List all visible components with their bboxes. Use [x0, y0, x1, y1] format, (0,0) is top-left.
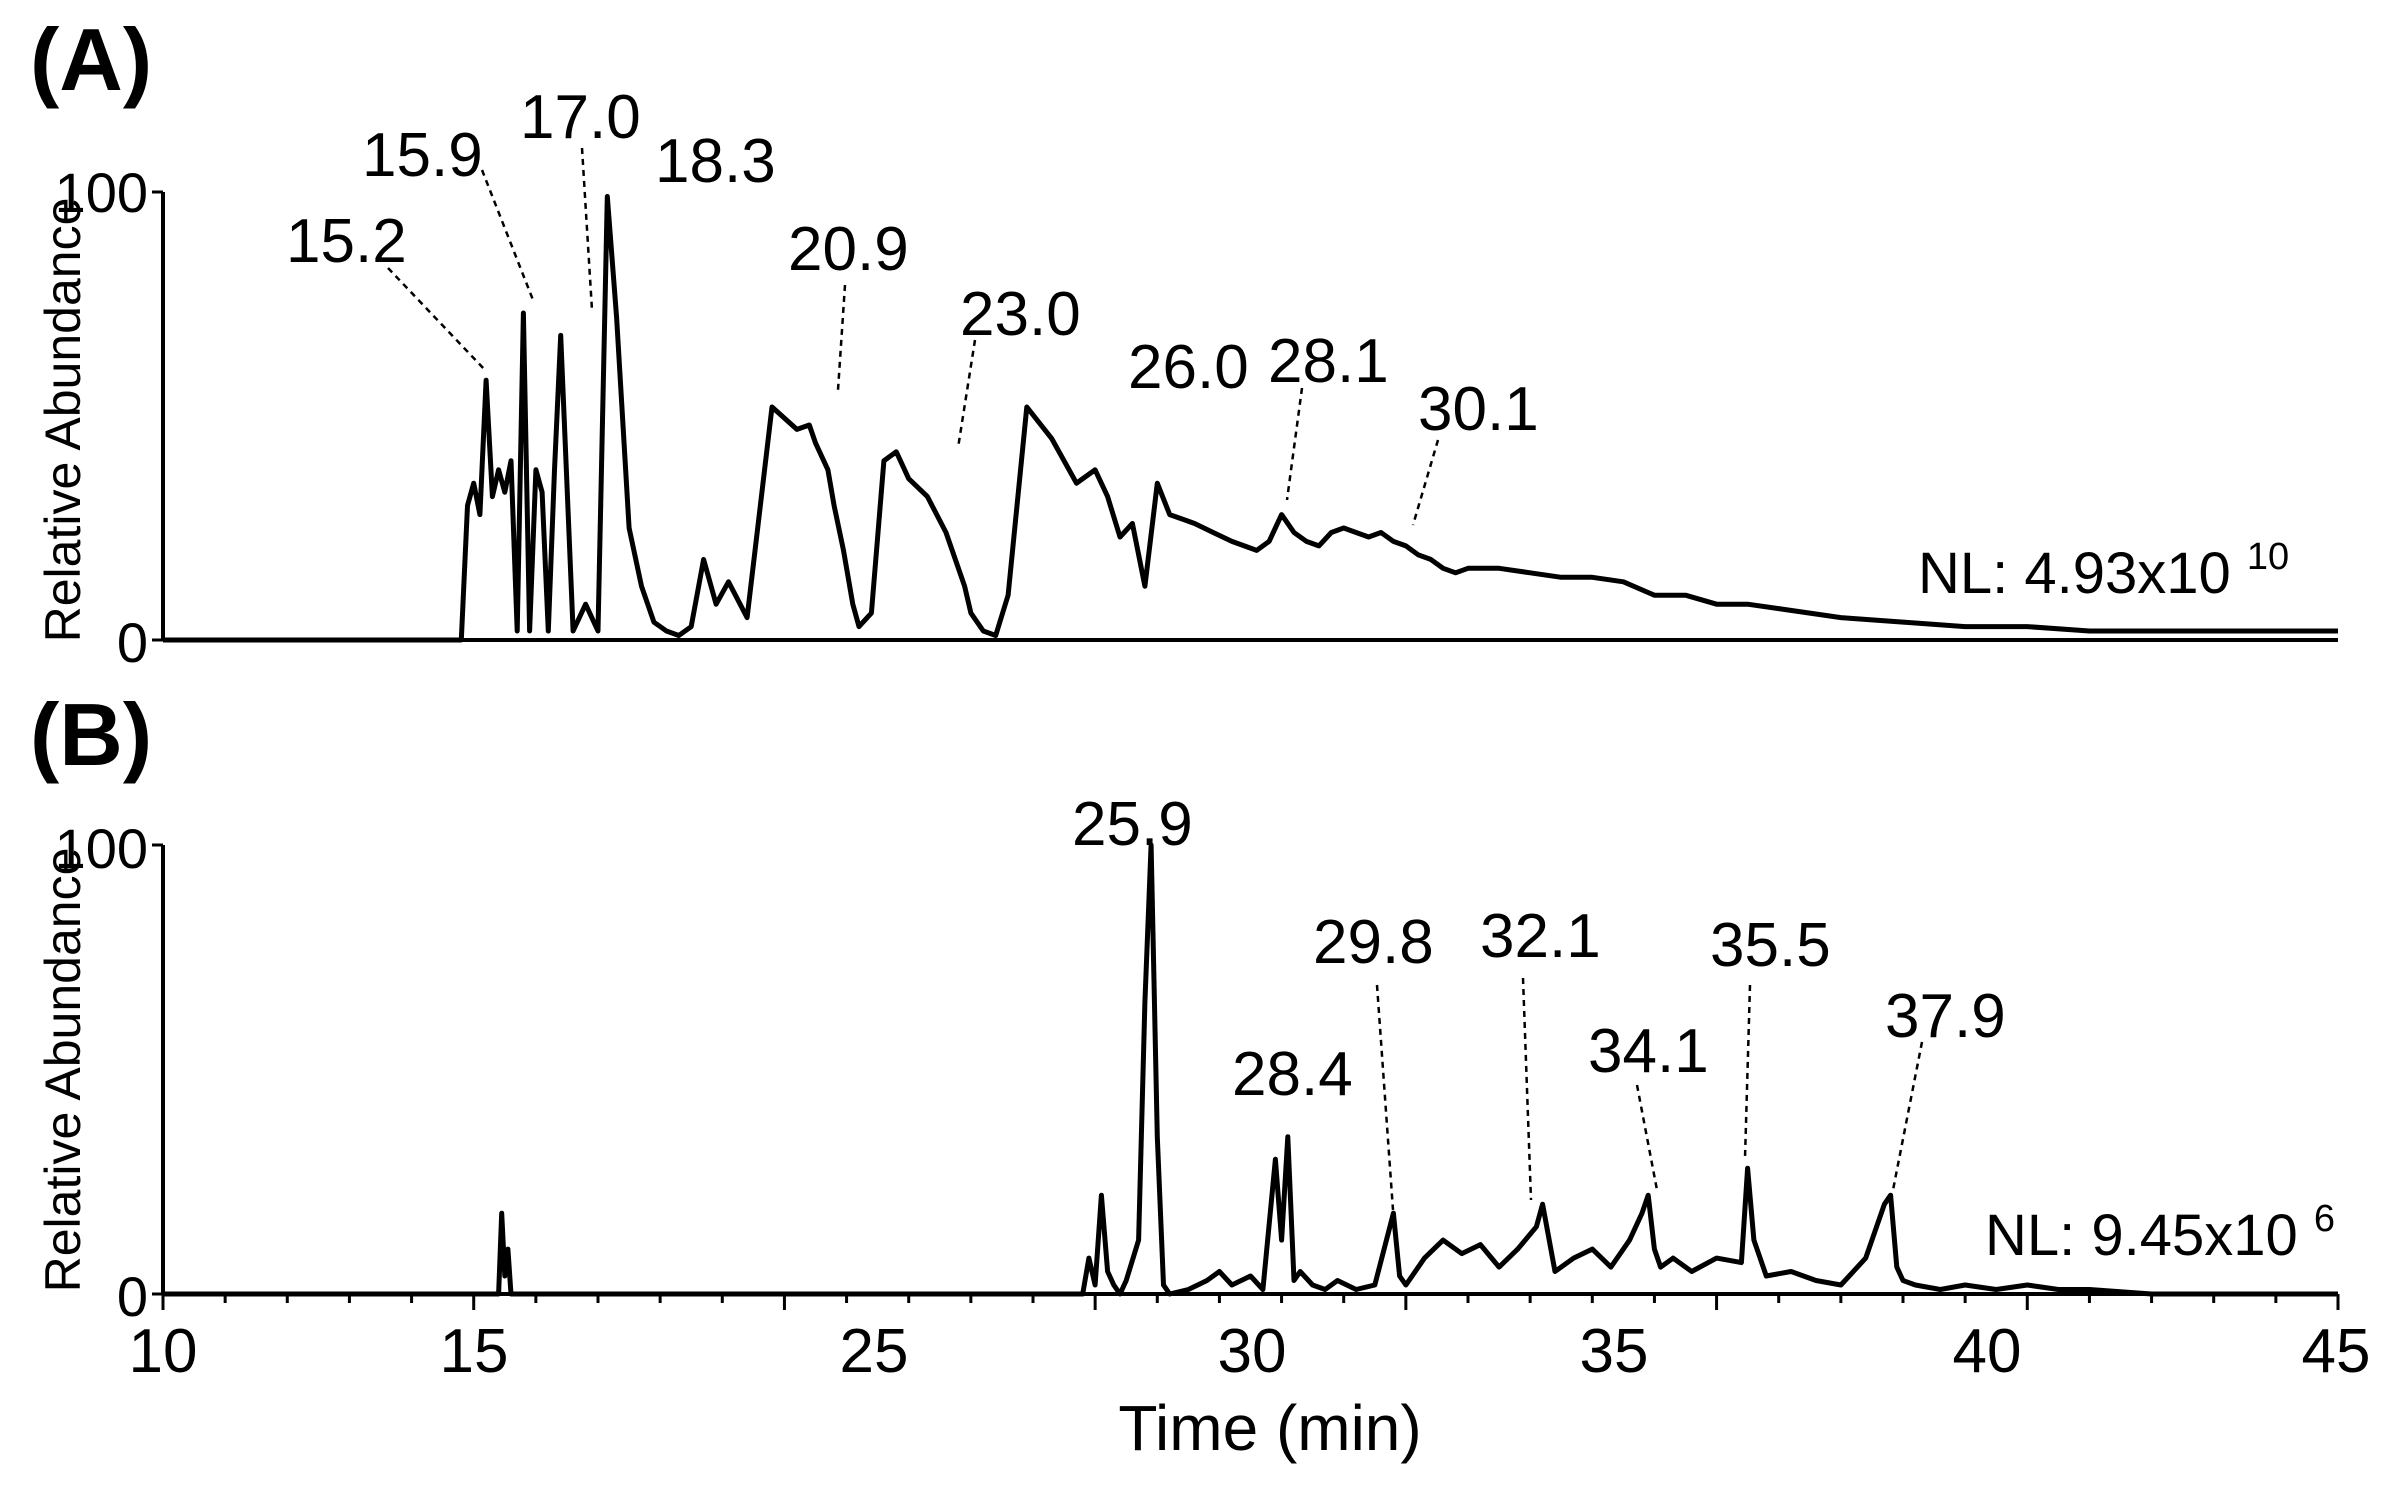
trace-a — [163, 194, 2338, 643]
peak-leader-a-2 — [580, 147, 594, 311]
xtick-30: 30 — [1218, 1317, 1287, 1386]
peak-label-b-0: 25.9 — [1072, 790, 1193, 859]
panel-label-b: (B) — [30, 685, 152, 784]
nl-base-a: NL: 4.93x10 — [1918, 541, 2231, 606]
xtick-25: 25 — [840, 1317, 909, 1386]
ytick-b-0: 0 — [117, 1265, 148, 1328]
ytick-b-100: 100 — [55, 817, 148, 880]
peak-label-a-8: 30.1 — [1418, 375, 1539, 444]
nl-base-b: NL: 9.45x10 — [1985, 1203, 2298, 1268]
peak-label-b-6: 37.9 — [1885, 982, 2006, 1051]
peak-leader-a-5 — [956, 339, 977, 449]
xtick-15: 15 — [440, 1317, 509, 1386]
xtick-35: 35 — [1580, 1317, 1649, 1386]
peak-label-a-6: 26.0 — [1128, 333, 1249, 402]
x-axis-title: Time (min) — [1118, 1392, 1421, 1464]
panel-b: (B) Relative Abundance 0 100 25.9 28.4 2… — [30, 685, 2340, 1328]
peak-leader-b-5 — [1743, 984, 1752, 1159]
ytick-a-100: 100 — [55, 161, 148, 224]
nl-label-a: NL: 4.93x10 10 — [1918, 536, 2289, 606]
nl-exp-a: 10 — [2247, 536, 2289, 578]
nl-exp-b: 6 — [2314, 1198, 2335, 1240]
peak-label-b-5: 35.5 — [1710, 911, 1831, 980]
peak-leader-b-3 — [1521, 977, 1533, 1201]
ytick-a-0: 0 — [117, 611, 148, 674]
peak-leader-b-2 — [1375, 984, 1395, 1211]
peak-label-a-2: 17.0 — [520, 83, 641, 152]
peak-label-b-1: 28.4 — [1232, 1040, 1353, 1109]
nl-label-b: NL: 9.45x10 6 — [1985, 1198, 2335, 1268]
peak-label-b-3: 32.1 — [1480, 902, 1601, 971]
peak-leader-a-1 — [480, 169, 535, 301]
peak-leader-a-0 — [387, 267, 486, 371]
peak-label-a-1: 15.9 — [362, 121, 483, 190]
peak-leader-b-4 — [1635, 1084, 1659, 1191]
peak-label-a-0: 15.2 — [286, 207, 407, 276]
ylabel-a: Relative Abundance — [35, 198, 91, 643]
x-axis-labels: 10 15 25 30 35 40 45 Time (min) — [129, 1317, 2371, 1464]
peak-label-b-2: 29.8 — [1313, 908, 1434, 977]
peak-labels-a: 15.2 15.9 17.0 18.3 20.9 23.0 26.0 28.1 … — [286, 83, 1539, 526]
peak-leader-a-8 — [1411, 439, 1440, 526]
panel-label-a: (A) — [30, 10, 152, 109]
ylabel-b: Relative Abundance — [35, 848, 91, 1293]
peak-label-b-4: 34.1 — [1588, 1017, 1709, 1086]
x-tick-marks — [161, 1294, 2340, 1310]
trace-b — [163, 842, 2338, 1297]
peak-label-a-3: 18.3 — [655, 127, 776, 196]
xtick-45: 45 — [2302, 1317, 2371, 1386]
peak-labels-b: 25.9 28.4 29.8 32.1 34.1 35.5 37.9 — [1072, 790, 2006, 1211]
peak-leader-a-7 — [1285, 387, 1304, 501]
peak-label-a-4: 20.9 — [788, 215, 909, 284]
peak-leader-b-6 — [1891, 1041, 1924, 1191]
panel-a: (A) Relative Abundance 0 100 15.2 15.9 1… — [30, 10, 2338, 674]
peak-label-a-7: 28.1 — [1268, 327, 1389, 396]
peak-leader-a-4 — [836, 284, 847, 391]
peak-label-a-5: 23.0 — [960, 280, 1081, 349]
xtick-10: 10 — [129, 1317, 198, 1386]
xtick-40: 40 — [1953, 1317, 2022, 1386]
